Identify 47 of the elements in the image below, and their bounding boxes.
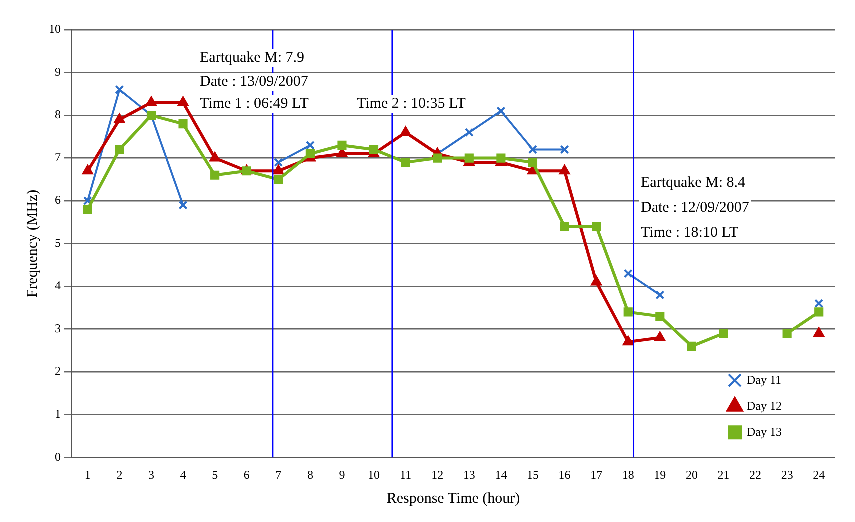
y-tick-label: 4 — [55, 278, 61, 293]
x-tick-label: 8 — [307, 468, 314, 482]
y-tick-label: 7 — [55, 150, 61, 164]
y-tick-label: 2 — [55, 364, 61, 378]
x-tick-label: 14 — [495, 468, 508, 482]
x-tick-label: 24 — [813, 468, 826, 482]
x-tick-label: 7 — [276, 468, 282, 482]
annotation: Eartquake M: 8.4 — [641, 174, 746, 191]
x-tick-label: 4 — [180, 468, 186, 482]
x-tick-label: 17 — [590, 468, 603, 482]
legend-label: Day 12 — [747, 398, 782, 413]
x-tick-label: 2 — [116, 468, 123, 482]
legend-label: Day 11 — [747, 372, 782, 387]
x-axis-title: Response Time (hour) — [386, 490, 520, 507]
annotation: Date : 12/09/2007 — [641, 200, 750, 216]
y-tick-label: 10 — [49, 22, 61, 36]
x-tick-label: 19 — [654, 468, 666, 482]
x-tick-label: 6 — [244, 468, 250, 482]
annotation: Time 2 : 10:35 LT — [357, 96, 466, 112]
x-tick-label: 22 — [750, 468, 762, 482]
annotation: Time : 18:10 LT — [641, 224, 739, 241]
annotation: Eartquake M: 7.9 — [200, 50, 305, 66]
x-tick-label: 9 — [339, 468, 346, 482]
x-tick-label: 21 — [718, 468, 730, 482]
x-tick-label: 10 — [368, 468, 380, 482]
x-tick-label: 5 — [212, 468, 218, 482]
y-tick-label: 3 — [55, 321, 61, 336]
legend-label: Day 13 — [747, 424, 782, 439]
x-tick-label: 16 — [558, 468, 571, 482]
y-tick-label: 1 — [55, 406, 61, 421]
y-tick-label: 8 — [55, 108, 61, 122]
y-tick-label: 0 — [55, 450, 61, 464]
y-axis-title: Frequency (MHz) — [24, 190, 41, 298]
x-tick-label: 23 — [781, 468, 794, 482]
y-tick-label: 6 — [55, 193, 61, 208]
x-tick-label: 12 — [432, 468, 444, 482]
x-tick-label: 15 — [526, 468, 539, 482]
x-tick-label: 18 — [622, 468, 634, 482]
x-tick-label: 20 — [686, 468, 698, 482]
y-tick-label: 9 — [55, 64, 61, 79]
x-tick-label: 3 — [148, 468, 154, 482]
x-tick-label: 1 — [84, 468, 91, 482]
annotation: Time 1 : 06:49 LT — [200, 96, 309, 112]
x-tick-label: 13 — [463, 468, 476, 482]
y-tick-label: 5 — [55, 236, 61, 250]
x-tick-label: 11 — [400, 468, 412, 482]
annotation: Date : 13/09/2007 — [200, 74, 309, 90]
